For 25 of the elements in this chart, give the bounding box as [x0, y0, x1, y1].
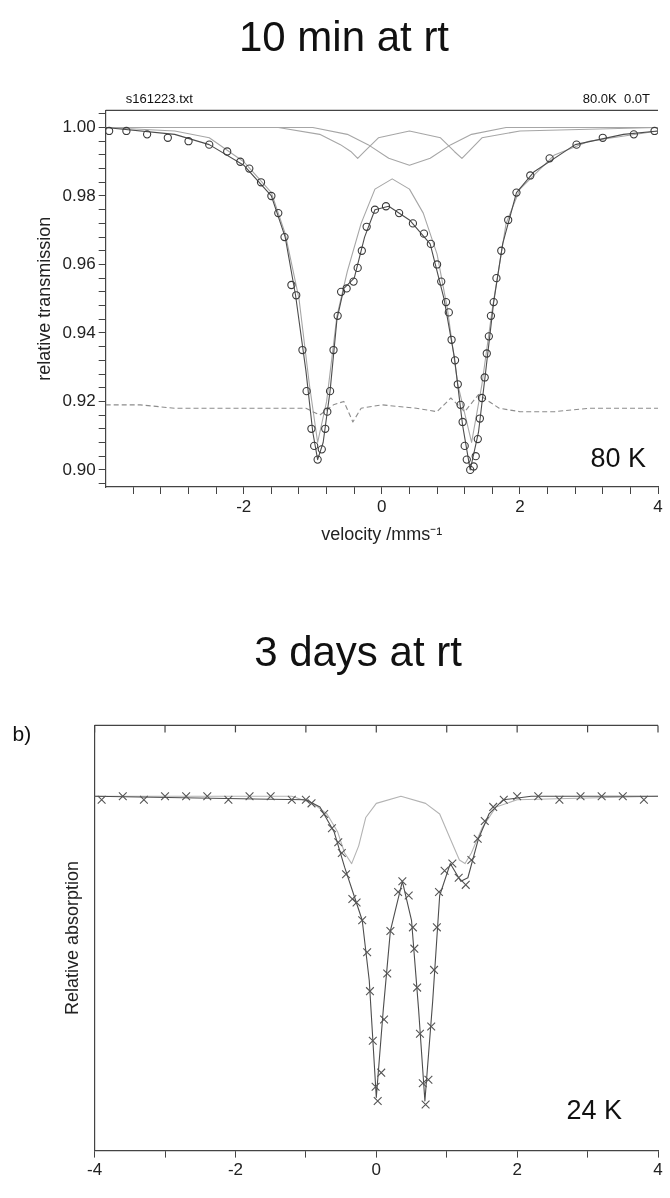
y-tick-label: 0.96: [62, 254, 96, 274]
x-tick-label: -4: [87, 1160, 103, 1180]
y-tick-label: 0.92: [62, 391, 96, 411]
x-tick-label: 4: [653, 496, 663, 516]
x-tick-label: 2: [512, 1160, 522, 1180]
chart-title: 3 days at rt: [254, 627, 463, 675]
x-axis-title: velocity /mms⁻¹: [321, 524, 443, 545]
y-axis-title: relative transmission: [33, 216, 54, 381]
y-tick-label: 0.90: [62, 459, 96, 479]
x-tick-label: 4: [653, 1160, 663, 1180]
y-tick-label: 0.98: [62, 185, 96, 205]
x-tick-label: 2: [515, 496, 525, 516]
y-tick-label: 0.94: [62, 322, 96, 342]
text: b): [12, 721, 32, 745]
text: s161223.txt: [125, 91, 194, 107]
y-tick-label: 1.00: [62, 117, 96, 137]
text: 80.0K 0.0T: [582, 91, 651, 107]
x-tick-label: 0: [371, 1160, 382, 1180]
y-axis-title: Relative absorption: [61, 860, 82, 1016]
annotation: 24 K: [566, 1094, 622, 1125]
x-tick-label: -2: [227, 1160, 244, 1180]
chart-title: 10 min at rt: [238, 12, 450, 60]
x-tick-label: -2: [236, 496, 252, 516]
annotation: 80 K: [590, 442, 646, 473]
x-tick-label: 0: [377, 496, 387, 516]
